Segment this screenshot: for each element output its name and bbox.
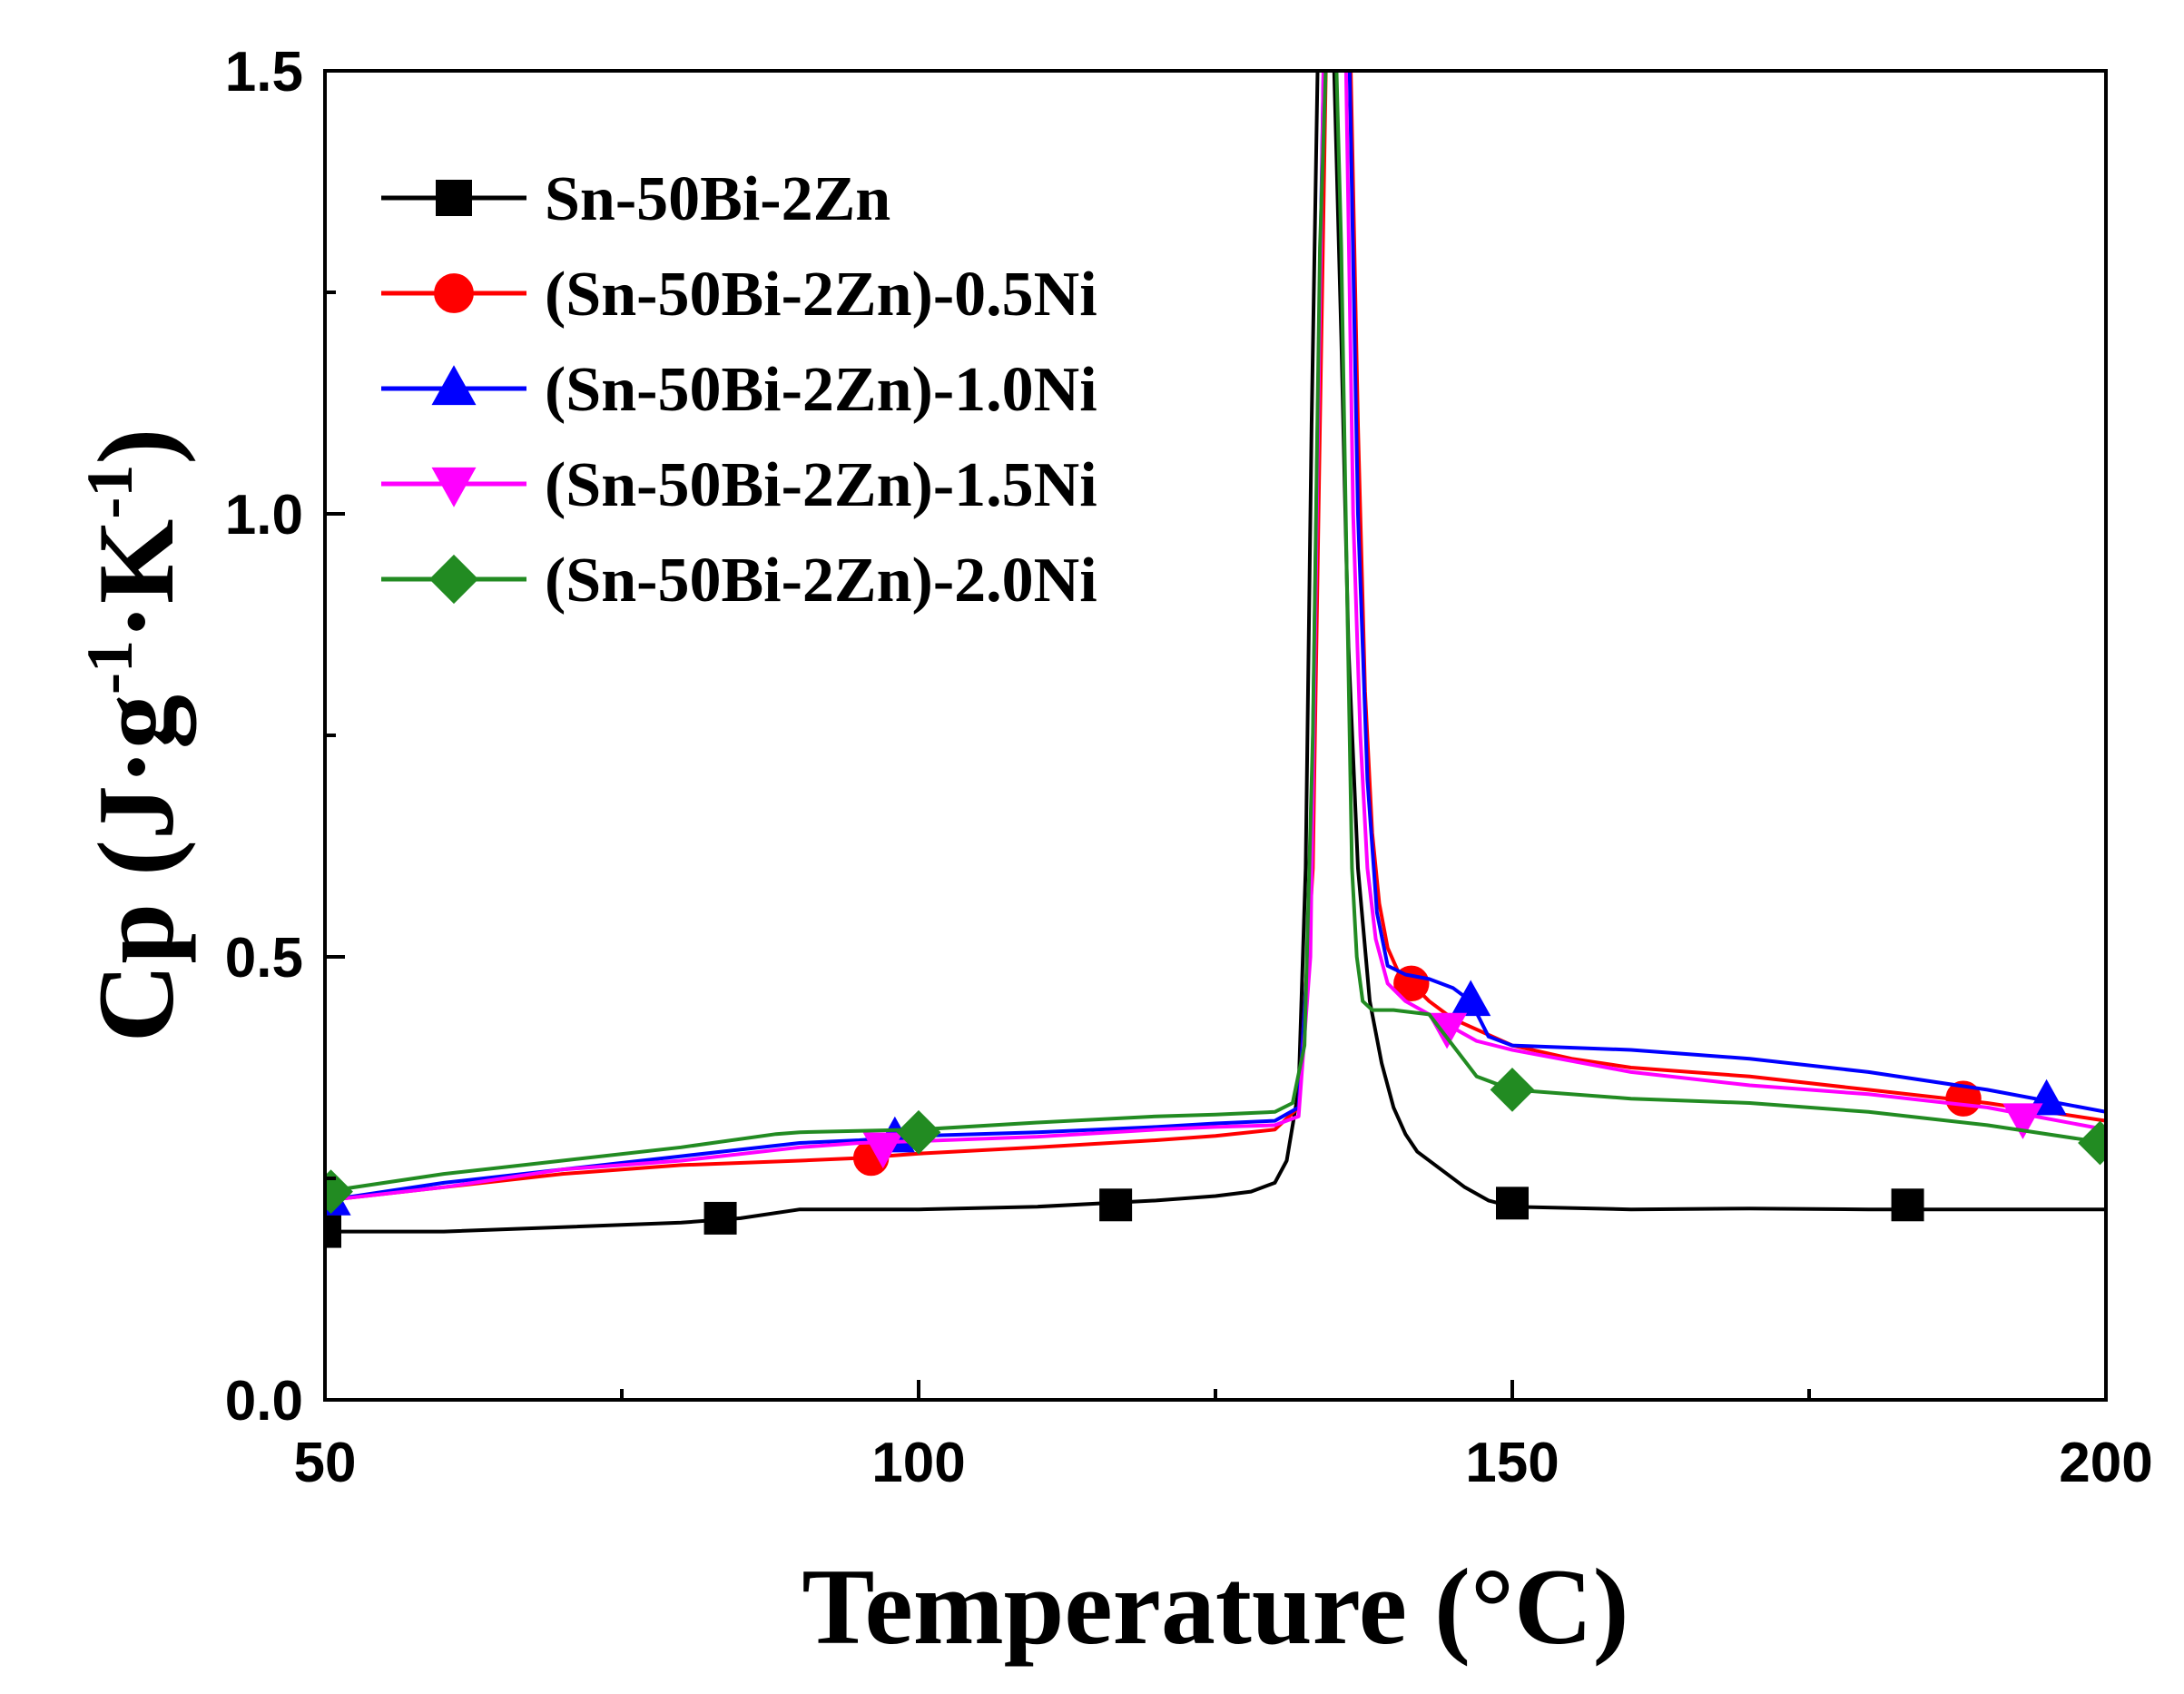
y-tick-label: 1.0 [225,484,303,547]
y-tick-label: 1.5 [225,41,303,103]
y-tick-label: 0.0 [225,1370,303,1433]
series-marker [2002,1103,2043,1139]
series-marker [2078,1120,2106,1166]
series-marker [325,1215,341,1248]
legend-entry: (Sn-50Bi-2Zn)-1.5Ni [381,450,1097,520]
series-marker [1099,1188,1133,1222]
series-marker [703,1201,737,1235]
x-tick-label: 100 [871,1432,965,1494]
legend-entry: (Sn-50Bi-2Zn)-1.0Ni [381,355,1097,425]
series-marker [1490,1068,1535,1112]
x-tick-label: 200 [2059,1432,2152,1494]
series-4 [325,71,2106,1203]
y-axis-title-main: Cp (J·g [75,694,197,1042]
x-tick-label: 50 [294,1432,357,1494]
legend-label: Sn-50Bi-2Zn [545,164,890,234]
series-marker [862,1132,903,1169]
legend-marker [434,273,474,313]
y-axis-title-end: ) [75,428,196,465]
series-marker [896,1109,941,1155]
series-marker [325,1169,353,1215]
series-marker [1451,980,1491,1017]
y-tick-label: 0.5 [225,927,303,990]
legend-label: (Sn-50Bi-2Zn)-2.0Ni [545,546,1097,616]
series-line [325,71,2106,1234]
legend-marker [431,467,477,507]
legend-entry: Sn-50Bi-2Zn [381,164,890,234]
legend: Sn-50Bi-2Zn (Sn-50Bi-2Zn)-0.5Ni (Sn-50Bi-2… [381,164,1097,616]
x-tick-label: 150 [1465,1432,1559,1494]
y-axis-title-exp2: -1 [74,465,146,519]
series-layer [325,71,2106,1248]
series-5 [325,71,2106,1215]
legend-marker [431,365,477,406]
axis-layer: 50 100 150 200 0.0 0.5 1.0 1.5 [225,41,2153,1494]
series-1 [325,71,2106,1248]
y-axis-title-mid: ·K [75,519,196,640]
legend-entry: (Sn-50Bi-2Zn)-2.0Ni [381,546,1097,616]
legend-entry: (Sn-50Bi-2Zn)-0.5Ni [381,260,1097,330]
legend-label: (Sn-50Bi-2Zn)-0.5Ni [545,260,1097,330]
legend-label: (Sn-50Bi-2Zn)-1.5Ni [545,450,1097,520]
legend-marker [436,180,472,216]
series-marker [1891,1188,1924,1222]
series-marker [1426,1012,1468,1049]
y-axis-title: Cp (J·g-1·K-1) [74,428,197,1043]
y-axis-title-exp1: -1 [74,640,146,694]
legend-marker [428,554,479,605]
series-marker [1496,1187,1529,1220]
legend-label: (Sn-50Bi-2Zn)-1.0Ni [545,355,1097,425]
x-axis-title: Temperature (°C) [802,1546,1628,1667]
